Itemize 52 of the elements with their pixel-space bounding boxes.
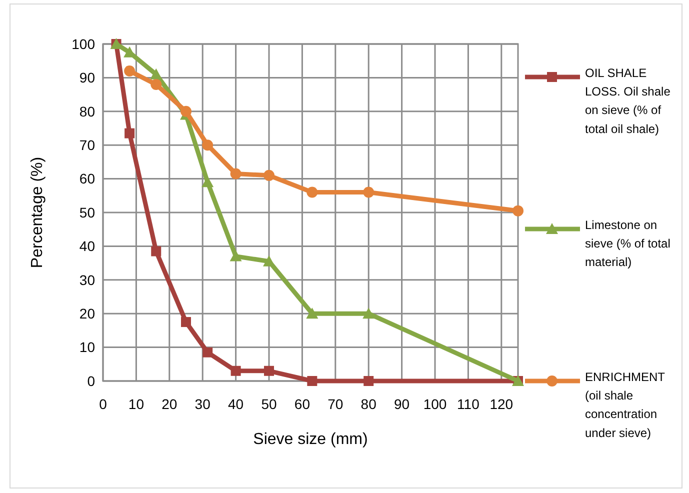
- y-tick-label: 0: [87, 372, 96, 389]
- point: [264, 366, 274, 376]
- x-tick-label: 20: [162, 396, 178, 412]
- point: [180, 106, 192, 117]
- y-tick-label: 80: [79, 103, 96, 120]
- y-tick-label: 100: [72, 36, 96, 52]
- point: [512, 205, 524, 216]
- x-tick-label: 110: [457, 396, 480, 412]
- x-tick-label: 10: [128, 396, 144, 412]
- point: [181, 317, 191, 328]
- point: [306, 308, 318, 319]
- x-axis-title: Sieve size (mm): [253, 431, 368, 448]
- point: [364, 376, 374, 386]
- x-tick-label: 60: [294, 396, 310, 412]
- point: [230, 168, 242, 180]
- point: [307, 376, 318, 386]
- y-tick-label: 20: [79, 306, 96, 322]
- point: [150, 68, 162, 80]
- y-tick-label: 70: [79, 137, 96, 153]
- point: [362, 308, 375, 319]
- y-tick-label: 10: [79, 339, 96, 356]
- y-tick-label: 90: [79, 70, 96, 86]
- point: [202, 176, 214, 188]
- point: [124, 65, 136, 76]
- y-tick-label: 30: [79, 272, 96, 288]
- point: [230, 366, 241, 376]
- legend-label: Limestone on sieve (% of total material): [585, 218, 670, 270]
- x-tick-label: 120: [490, 396, 514, 412]
- x-tick-label: 80: [360, 396, 377, 412]
- x-tick-label: 100: [423, 396, 447, 412]
- legend-label: ENRICHMENT (oil shale concentration under sieve): [585, 370, 666, 440]
- point: [202, 347, 213, 358]
- legend-label: OIL SHALE LOSS. Oil shale on sieve (% of total oil shale): [585, 66, 671, 136]
- point: [124, 128, 135, 138]
- point: [150, 78, 162, 90]
- point: [230, 250, 242, 262]
- x-tick-label: 0: [99, 396, 108, 412]
- point: [306, 186, 318, 198]
- y-tick-label: 40: [79, 238, 96, 254]
- point: [263, 255, 275, 266]
- x-tick-label: 30: [194, 396, 211, 412]
- y-axis-title: Percentage (%): [29, 156, 46, 268]
- x-tick-label: 90: [394, 396, 410, 412]
- x-tick-label: 40: [228, 396, 244, 412]
- point: [202, 140, 214, 151]
- y-tick-label: 50: [79, 204, 96, 220]
- point: [363, 186, 374, 198]
- x-tick-label: 50: [261, 396, 277, 412]
- y-tick-label: 60: [79, 170, 96, 187]
- point: [151, 246, 162, 256]
- x-tick-label: 70: [328, 396, 344, 412]
- point: [264, 170, 274, 181]
